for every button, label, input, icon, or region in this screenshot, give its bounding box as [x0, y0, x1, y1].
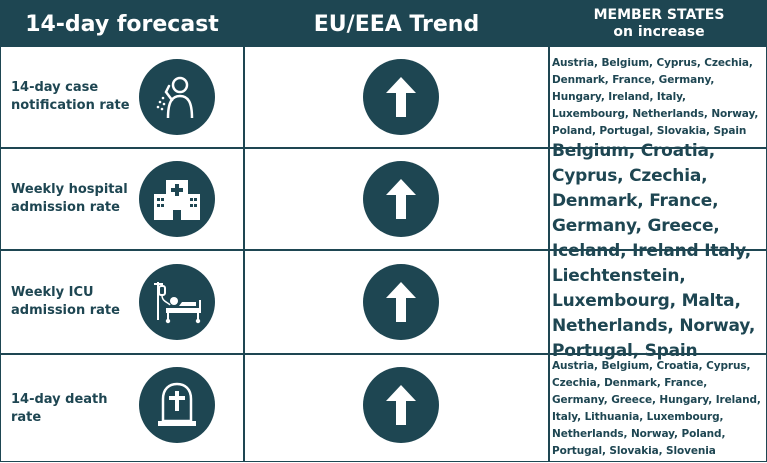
- member-states-deaths: Austria, Belgium, Croatia, Cyprus, Czech…: [552, 360, 761, 457]
- header-forecast: 14-day forecast: [1, 1, 243, 47]
- header-member-states: MEMBER STATES on increase: [550, 1, 767, 47]
- header-member-states-line1: MEMBER STATES: [593, 7, 725, 23]
- row-divider: [1, 147, 767, 149]
- tombstone-cross-icon: [139, 367, 215, 443]
- row-divider: [1, 249, 767, 251]
- member-states-cases: Austria, Belgium, Cyprus, Czechia, Denma…: [552, 56, 759, 137]
- hospital-building-icon: [139, 161, 215, 237]
- up-arrow-icon: [363, 264, 439, 340]
- column-divider: [243, 1, 245, 461]
- column-divider: [548, 1, 550, 461]
- header-member-states-line2: on increase: [613, 24, 705, 40]
- icu-bed-drip-icon: [139, 264, 215, 340]
- row-label-death-rate: 14-day death rate: [11, 392, 108, 425]
- row-label-hospital-rate: Weekly hospital admission rate: [11, 182, 128, 215]
- row-label-icu-rate: Weekly ICU admission rate: [11, 285, 120, 318]
- row-divider: [1, 353, 767, 355]
- member-states-hospital-icu: Belgium, Croatia, Cyprus, Czechia, Denma…: [552, 140, 756, 361]
- up-arrow-icon: [363, 367, 439, 443]
- header-trend: EU/EEA Trend: [245, 1, 548, 47]
- coughing-person-icon: [139, 59, 215, 135]
- row-label-case-rate: 14-day case notification rate: [11, 80, 130, 113]
- up-arrow-icon: [363, 161, 439, 237]
- up-arrow-icon: [363, 59, 439, 135]
